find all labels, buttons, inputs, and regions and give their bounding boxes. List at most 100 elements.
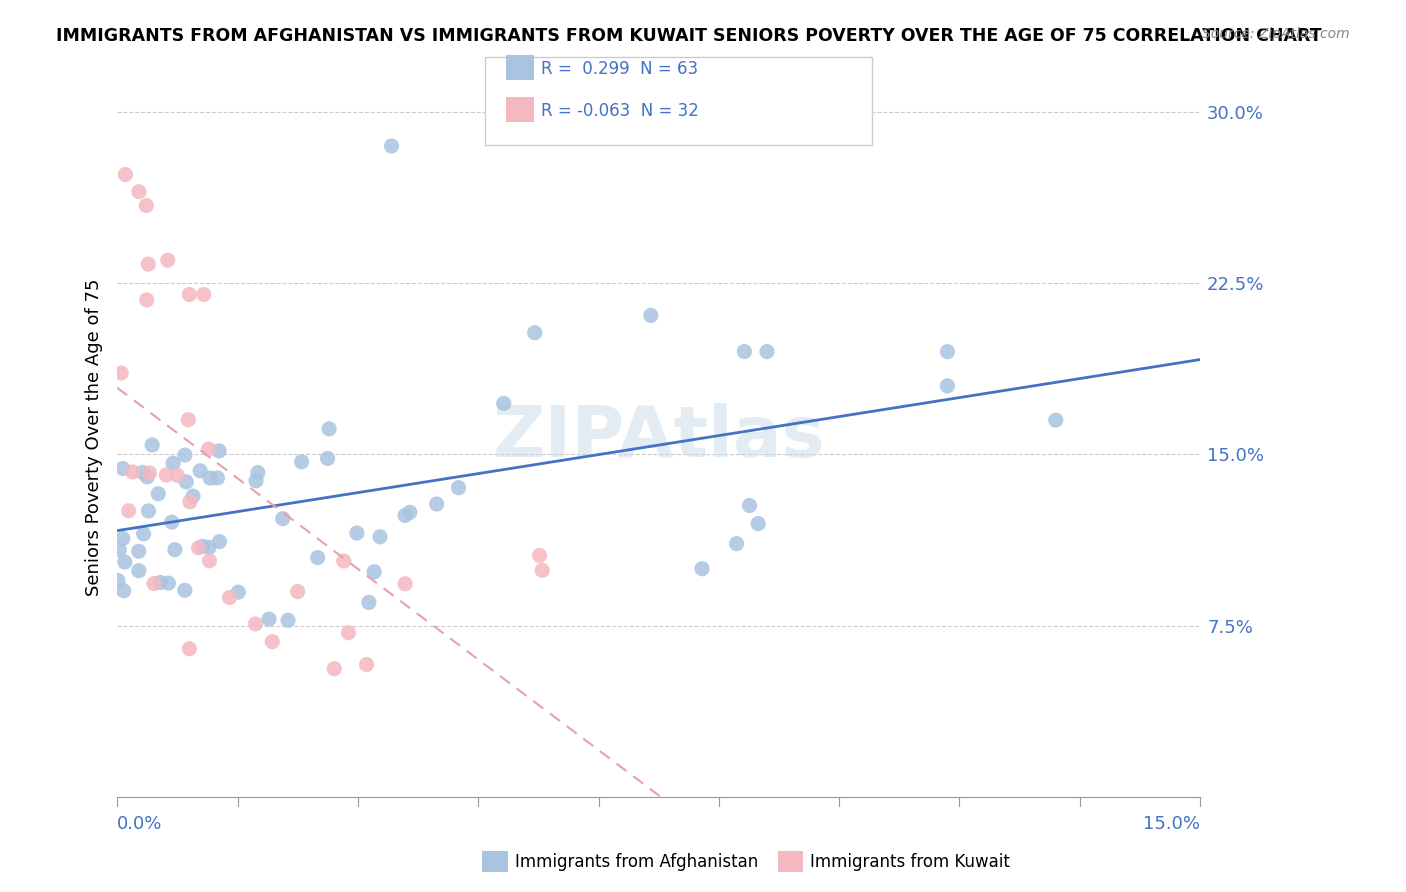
Point	[107, 574, 129, 588]
Point	[174, 448, 197, 462]
Point	[112, 583, 135, 598]
Point	[426, 497, 449, 511]
Point	[733, 344, 755, 359]
Text: 15.0%: 15.0%	[1143, 815, 1201, 833]
Point	[187, 541, 209, 555]
Point	[1045, 413, 1067, 427]
Text: Source: ZipAtlas.com: Source: ZipAtlas.com	[1202, 27, 1350, 41]
Point	[193, 287, 215, 301]
Point	[936, 379, 959, 393]
Point	[271, 511, 294, 525]
Text: R =  0.299  N = 63: R = 0.299 N = 63	[541, 60, 699, 78]
Point	[208, 534, 231, 549]
Point	[157, 576, 180, 591]
Point	[174, 475, 197, 489]
Point	[179, 287, 201, 301]
Point	[640, 309, 662, 323]
Point	[143, 576, 166, 591]
Point	[380, 139, 402, 153]
Point	[136, 257, 159, 271]
Point	[110, 366, 132, 380]
Point	[160, 515, 183, 529]
Point	[245, 474, 267, 488]
Text: R = -0.063  N = 32: R = -0.063 N = 32	[541, 102, 699, 120]
Point	[198, 541, 221, 555]
Point	[529, 549, 551, 563]
Point	[121, 465, 143, 479]
Point	[307, 550, 329, 565]
Point	[287, 584, 309, 599]
Point	[198, 554, 221, 568]
Point	[132, 526, 155, 541]
Point	[135, 293, 157, 307]
Point	[177, 412, 200, 426]
Point	[394, 508, 416, 523]
Point	[128, 564, 150, 578]
Text: Immigrants from Afghanistan: Immigrants from Afghanistan	[515, 853, 758, 871]
Point	[173, 583, 195, 598]
Point	[316, 451, 339, 466]
Point	[245, 616, 267, 631]
Point	[108, 542, 131, 557]
Point	[690, 562, 713, 576]
Point	[936, 344, 959, 359]
Point	[118, 504, 141, 518]
Point	[246, 466, 269, 480]
Point	[136, 470, 159, 484]
Point	[181, 489, 204, 503]
Point	[346, 526, 368, 541]
Point	[368, 530, 391, 544]
Point	[755, 344, 778, 359]
Point	[747, 516, 769, 531]
Point	[398, 505, 420, 519]
Point	[291, 455, 314, 469]
Point	[262, 634, 284, 648]
Point	[179, 495, 201, 509]
Point	[197, 442, 219, 456]
Text: IMMIGRANTS FROM AFGHANISTAN VS IMMIGRANTS FROM KUWAIT SENIORS POVERTY OVER THE A: IMMIGRANTS FROM AFGHANISTAN VS IMMIGRANT…	[56, 27, 1322, 45]
Point	[725, 537, 748, 551]
Point	[208, 444, 231, 458]
Text: Immigrants from Kuwait: Immigrants from Kuwait	[810, 853, 1010, 871]
Point	[356, 657, 378, 672]
Point	[333, 554, 356, 568]
Point	[447, 481, 470, 495]
Point	[337, 625, 360, 640]
Point	[179, 641, 201, 656]
Point	[114, 555, 136, 569]
Point	[191, 539, 214, 553]
Point	[135, 198, 157, 212]
Point	[207, 471, 229, 485]
Point	[738, 499, 761, 513]
Point	[257, 612, 280, 626]
Point	[277, 613, 299, 627]
Point	[156, 253, 179, 268]
Point	[318, 422, 340, 436]
Point	[357, 595, 380, 609]
Point	[149, 575, 172, 590]
Point	[163, 542, 186, 557]
Point	[155, 467, 177, 482]
Point	[228, 585, 250, 599]
Point	[132, 466, 155, 480]
Point	[128, 185, 150, 199]
Point	[166, 468, 188, 483]
Point	[523, 326, 546, 340]
Point	[148, 487, 170, 501]
Point	[323, 662, 346, 676]
Point	[198, 471, 221, 485]
Point	[531, 563, 554, 577]
Point	[492, 396, 515, 410]
Point	[218, 591, 240, 605]
Point	[141, 438, 163, 452]
Point	[138, 504, 160, 518]
Y-axis label: Seniors Poverty Over the Age of 75: Seniors Poverty Over the Age of 75	[86, 278, 103, 596]
Point	[128, 544, 150, 558]
Point	[188, 464, 211, 478]
Point	[363, 565, 385, 579]
Text: 0.0%: 0.0%	[117, 815, 163, 833]
Point	[111, 532, 134, 546]
Point	[111, 461, 134, 475]
Text: ZIPAtlas: ZIPAtlas	[492, 403, 825, 472]
Point	[114, 168, 136, 182]
